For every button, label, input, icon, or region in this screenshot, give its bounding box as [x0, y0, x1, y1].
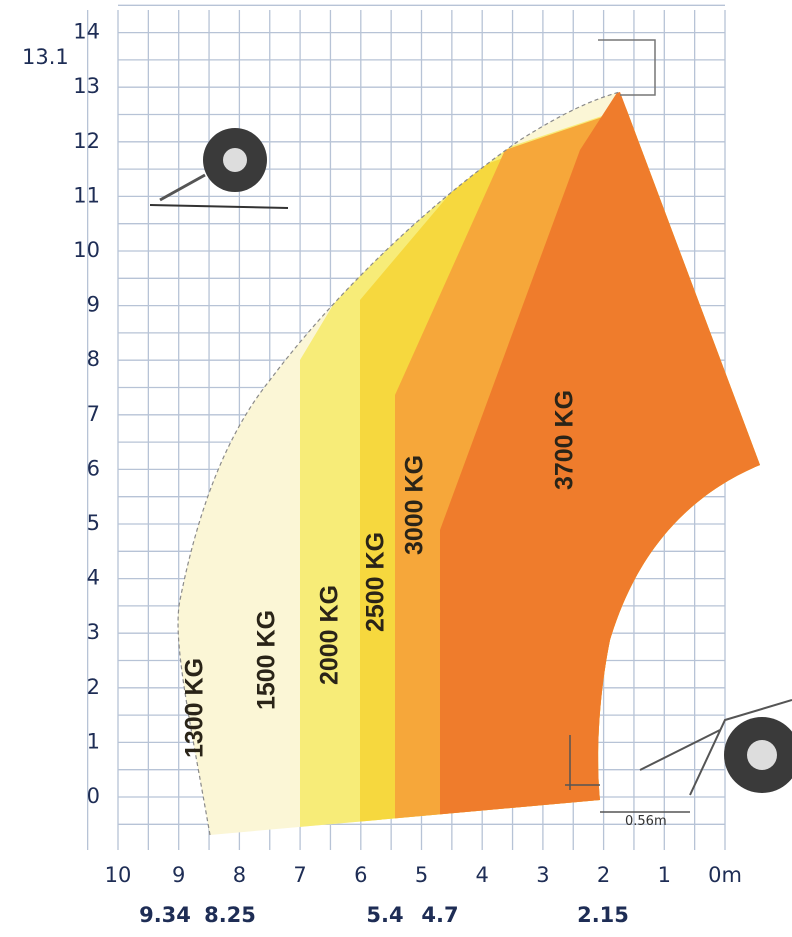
zone-label: 3700 KG — [551, 390, 579, 490]
x-tick-label: 0m — [708, 863, 742, 887]
reach-label: 8.25 — [204, 903, 256, 927]
y-tick-label: 2 — [87, 675, 100, 699]
zone-label: 2000 KG — [316, 585, 344, 685]
y-tick-label: 9 — [87, 293, 100, 317]
y-tick-label: 7 — [87, 402, 100, 426]
x-tick-label: 1 — [658, 863, 671, 887]
reach-label: 4.7 — [421, 903, 458, 927]
y-tick-label: 3 — [87, 620, 100, 644]
y-tick-label: 10 — [73, 238, 100, 262]
x-tick-label: 8 — [233, 863, 246, 887]
y-tick-label: 12 — [73, 129, 100, 153]
reach-label: 2.15 — [577, 903, 629, 927]
y-tick-label: 5 — [87, 511, 100, 535]
y-tick-label: 4 — [87, 566, 100, 590]
x-tick-label: 9 — [172, 863, 185, 887]
dimension-label: 0.56m — [625, 814, 667, 829]
x-tick-label: 2 — [597, 863, 610, 887]
zone-label: 2500 KG — [362, 532, 390, 632]
reach-label: 5.4 — [366, 903, 403, 927]
machine-line — [150, 205, 288, 208]
x-tick-label: 4 — [476, 863, 489, 887]
zone-label: 1500 KG — [253, 610, 281, 710]
zones — [100, 50, 792, 900]
load-chart: 0.56m 0123456789101112131413.11098765432… — [0, 0, 792, 937]
zone-label: 1300 KG — [181, 658, 209, 758]
y-tick-label: 0 — [87, 784, 100, 808]
max-height-label: 13.1 — [22, 45, 69, 69]
y-tick-label: 6 — [87, 456, 100, 480]
y-tick-label: 14 — [73, 20, 100, 44]
wheel-hub — [747, 740, 777, 770]
zone-label: 3000 KG — [401, 455, 429, 555]
y-tick-label: 1 — [87, 729, 100, 753]
reach-label: 9.34 — [139, 903, 191, 927]
x-tick-label: 7 — [293, 863, 306, 887]
x-tick-label: 5 — [415, 863, 428, 887]
x-tick-label: 6 — [354, 863, 367, 887]
y-tick-label: 11 — [73, 183, 100, 207]
wheel-hub — [223, 148, 247, 172]
y-tick-label: 8 — [87, 347, 100, 371]
y-tick-label: 13 — [73, 74, 100, 98]
x-tick-label: 3 — [536, 863, 549, 887]
x-tick-label: 10 — [105, 863, 132, 887]
